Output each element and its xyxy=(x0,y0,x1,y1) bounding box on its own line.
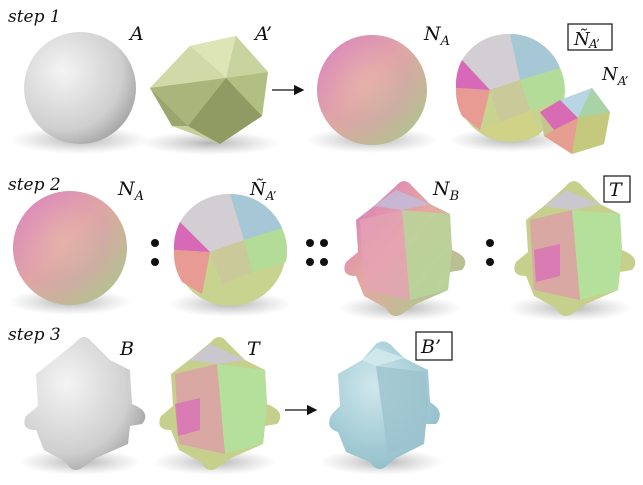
small-icosahedron-n-a-prime xyxy=(540,88,610,154)
patched-sphere-step2 xyxy=(168,193,292,317)
target-spiky-cube-t-step3 xyxy=(153,337,281,475)
boxed-label-t-step2: T xyxy=(603,175,631,203)
label-a-prime: A’ xyxy=(253,23,272,45)
label-n-a-step1: NA xyxy=(423,23,450,49)
patched-sphere-step1 xyxy=(448,33,572,152)
ratio-colon-1 xyxy=(151,239,159,266)
normal-sphere-step2 xyxy=(8,191,132,315)
svg-text:T: T xyxy=(609,179,623,201)
deformed-result-b-prime xyxy=(320,341,444,475)
ratio-colon-2 xyxy=(486,239,494,266)
label-b: B xyxy=(119,338,134,360)
svg-text:A’: A’ xyxy=(588,37,600,51)
boxed-label-n-tilde-a-prime-step1: Ñ A’ xyxy=(567,23,613,51)
label-n-tilde-a-prime-step2: ÑA’ xyxy=(249,177,277,203)
label-n-b: NB xyxy=(432,178,459,204)
normal-sphere-n-a xyxy=(306,35,438,153)
step-2-label: step 2 xyxy=(8,175,61,195)
svg-text:Ñ: Ñ xyxy=(573,27,591,50)
label-n-a-prime-small: NA’ xyxy=(601,64,629,88)
sphere-a xyxy=(10,32,150,154)
svg-text:B’: B’ xyxy=(420,336,441,358)
gray-spiky-shape-b xyxy=(18,337,146,475)
icosahedron-a-prime xyxy=(140,36,280,155)
ratio-double-colon xyxy=(306,239,328,266)
label-a: A xyxy=(128,23,144,45)
label-t-step3: T xyxy=(247,338,261,360)
step-1-label: step 1 xyxy=(8,7,61,27)
target-spiky-cube-t-step2 xyxy=(508,181,636,321)
step-3-label: step 3 xyxy=(8,325,61,345)
boxed-label-b-prime: B’ xyxy=(415,331,453,361)
label-n-a-step2: NA xyxy=(117,178,144,204)
normal-spiky-cube-n-b xyxy=(338,181,466,321)
